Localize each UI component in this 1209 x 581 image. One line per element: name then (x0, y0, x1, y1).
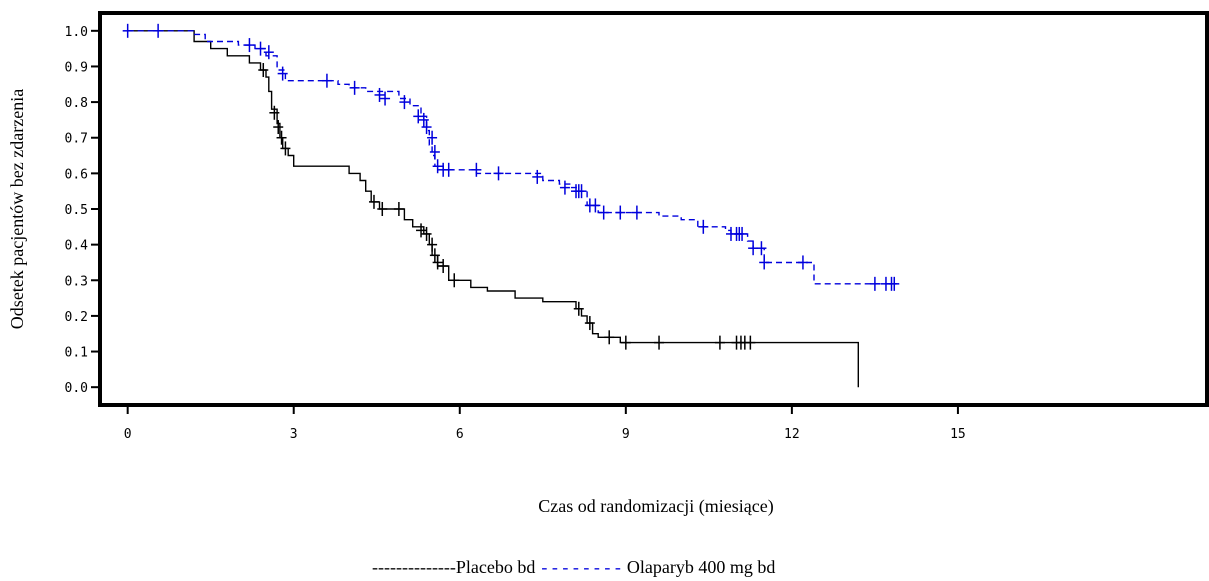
censor-mark (380, 91, 391, 106)
series-line-placebo (127, 30, 859, 388)
x-axis: 0 3 6 9 12 15 (124, 407, 966, 442)
x-axis-label: Czas od randomizacji (miesiące) (538, 496, 773, 517)
censor-mark (889, 276, 900, 291)
y-tick-label: 0.3 (65, 274, 88, 289)
x-tick-label: 0 (124, 427, 132, 442)
y-tick-label: 0.6 (65, 167, 88, 182)
censor-mark (756, 241, 767, 256)
censor-mark (377, 202, 388, 216)
censor-mark (399, 95, 410, 110)
censor-mark (432, 159, 443, 174)
censor-mark (759, 255, 770, 270)
censor-mark (269, 105, 280, 120)
y-tick-label: 0.1 (65, 346, 88, 361)
censor-mark (584, 316, 595, 331)
censor-mark (277, 66, 288, 81)
series-layer (122, 23, 900, 388)
censor-mark (620, 335, 631, 350)
censor-mark (263, 45, 274, 60)
censor-mark (273, 120, 284, 135)
y-tick-label: 0.4 (65, 239, 89, 254)
censor-mark (276, 130, 287, 145)
censor-mark (737, 226, 748, 241)
plot-frame (98, 11, 1209, 407)
censor-mark (321, 73, 332, 88)
y-axis: 0.0 0.1 0.2 0.3 0.4 0.5 0.6 0.7 0.8 0.9 1.0 (65, 25, 98, 396)
censor-mark (576, 184, 587, 199)
y-tick-label: 0.8 (65, 96, 88, 111)
censor-mark (418, 112, 429, 127)
censor-mark (427, 237, 438, 252)
censor-mark (416, 223, 427, 238)
censor-mark (153, 23, 164, 38)
censor-mark (122, 23, 133, 38)
legend-line-placebo: -------------- (372, 557, 456, 577)
censor-mark (258, 63, 269, 78)
y-axis-label: Odsetek pacjentów bez zdarzenia (7, 89, 27, 329)
censor-mark (368, 194, 379, 209)
censor-mark (438, 259, 449, 274)
censor-mark (559, 180, 570, 195)
y-tick-label: 1.0 (65, 25, 88, 40)
x-tick-label: 9 (622, 427, 630, 442)
censor-mark (654, 335, 665, 350)
censor-mark (427, 130, 438, 145)
censor-mark (615, 205, 626, 220)
censor-mark (280, 141, 291, 156)
censor-mark (631, 205, 642, 220)
y-tick-label: 0.2 (65, 310, 88, 325)
legend-label-olaparyb: Olaparyb 400 mg bd (627, 557, 775, 577)
y-tick-label: 0.5 (65, 203, 88, 218)
censor-mark (604, 330, 615, 345)
legend-label-placebo: Placebo bd (456, 557, 535, 577)
censor-mark (429, 144, 440, 159)
censor-mark (421, 120, 432, 135)
censor-mark (598, 205, 609, 220)
y-tick-label: 0.0 (65, 381, 88, 396)
censor-mark (493, 166, 504, 181)
censor-mark (714, 335, 725, 350)
x-tick-label: 12 (784, 427, 800, 442)
x-tick-label: 15 (950, 427, 966, 442)
censor-mark (393, 202, 404, 216)
legend-line-olaparyb: - - - - - - - - (541, 557, 620, 577)
censor-mark (573, 301, 584, 316)
y-tick-label: 0.7 (65, 132, 88, 147)
censor-mark (471, 162, 482, 177)
censor-mark (374, 87, 385, 102)
censor-mark (432, 255, 443, 270)
x-tick-label: 3 (290, 427, 298, 442)
censor-mark (413, 109, 424, 124)
censor-mark (421, 226, 432, 241)
series-line-olaparyb (127, 30, 897, 285)
censor-mark (532, 169, 543, 184)
censor-mark (745, 335, 756, 350)
censor-mark (797, 255, 808, 270)
censor-mark (255, 41, 266, 56)
censor-mark (349, 80, 360, 95)
censor-mark (429, 248, 440, 263)
censor-mark (698, 219, 709, 234)
x-tick-label: 6 (456, 427, 464, 442)
censor-mark (449, 273, 460, 288)
censor-mark (869, 276, 880, 291)
legend: -------------- Placebo bd - - - - - - - … (372, 557, 775, 577)
censor-mark (443, 162, 454, 177)
censor-mark (590, 198, 601, 213)
censor-mark (244, 38, 255, 53)
y-tick-label: 0.9 (65, 60, 88, 75)
